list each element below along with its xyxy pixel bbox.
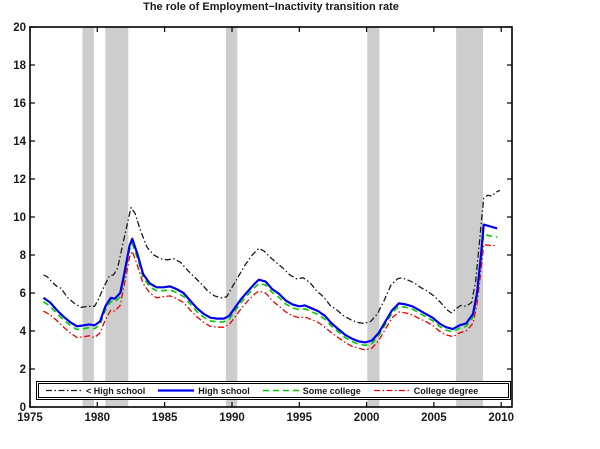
recession-band — [367, 27, 380, 407]
legend-line-sample-college-degree — [373, 389, 410, 392]
y-tick-label: 10 — [13, 212, 26, 224]
legend-item: High school — [157, 385, 262, 396]
series-line-2 — [43, 233, 498, 347]
legend-line-sample-less-high-school — [46, 389, 82, 392]
legend-item-label: High school — [198, 385, 250, 396]
legend: < High school High school Some college C… — [36, 381, 511, 400]
x-tick-label: 1995 — [287, 412, 313, 424]
y-tick-label: 0 — [20, 402, 26, 414]
legend-item: Some college — [262, 385, 373, 396]
x-tick-label: 1985 — [152, 412, 178, 424]
x-tick-label: 2010 — [488, 412, 514, 424]
legend-inner-border: < High school High school Some college C… — [38, 383, 509, 398]
chart-title: The role of Employment−Inactivity transi… — [143, 1, 399, 13]
axis-box — [29, 26, 513, 408]
legend-item-label: College degree — [413, 385, 479, 396]
legend-line-sample-some-college — [262, 389, 299, 392]
legend-item-label: Some college — [302, 385, 361, 396]
y-tick-label: 2 — [20, 364, 26, 376]
y-tick-label: 14 — [13, 136, 26, 148]
y-tick-label: 4 — [20, 326, 27, 338]
y-tick-label: 16 — [13, 98, 26, 110]
x-tick-label: 1980 — [85, 412, 111, 424]
y-tick-label: 12 — [13, 174, 26, 186]
x-tick-label: 1990 — [219, 412, 245, 424]
series-line-1 — [42, 223, 498, 344]
legend-item: < High school — [45, 385, 157, 396]
legend-item-label: < High school — [86, 385, 146, 396]
legend-line-sample-high-school — [158, 389, 195, 392]
recession-band — [105, 27, 129, 407]
recession-band — [456, 27, 483, 407]
legend-item: College degree — [373, 385, 491, 396]
series-line-0 — [43, 189, 501, 325]
y-tick-label: 6 — [20, 288, 26, 300]
y-tick-label: 8 — [20, 250, 27, 262]
recession-band — [82, 27, 94, 407]
x-tick-label: 1975 — [17, 412, 43, 424]
x-tick-label: 2000 — [354, 412, 380, 424]
y-tick-label: 18 — [13, 60, 26, 72]
y-tick-label: 20 — [13, 22, 26, 34]
recession-band — [225, 27, 238, 407]
x-tick-label: 2005 — [421, 412, 447, 424]
